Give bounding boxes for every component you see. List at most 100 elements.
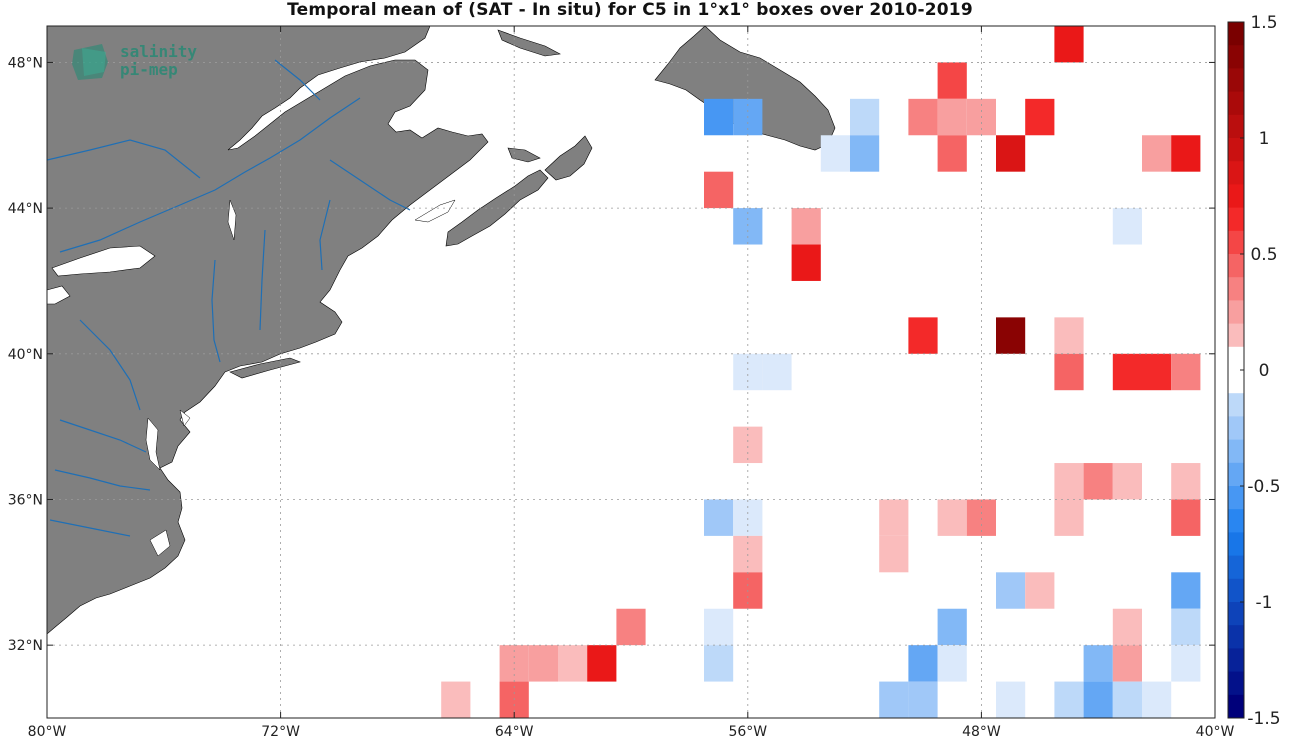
colorbar-tick-label: -0.5 — [1247, 477, 1280, 497]
heatmap-cell — [441, 681, 471, 718]
colorbar-segment — [1228, 207, 1244, 232]
heatmap-cell — [996, 317, 1026, 354]
heatmap-cell — [1025, 572, 1055, 609]
heatmap-cell — [908, 645, 938, 682]
colorbar-segment — [1228, 254, 1244, 278]
axes-frame — [46, 25, 1216, 719]
heatmap-cell — [733, 499, 763, 536]
heatmap-cell — [879, 535, 909, 573]
x-tick-label: 64°W — [495, 724, 534, 740]
river-james — [54, 469, 151, 491]
heatmap-cell — [733, 426, 763, 464]
heatmap-cell — [908, 317, 938, 354]
river-connecticut — [259, 229, 266, 331]
logo-mark-icon — [72, 44, 108, 80]
colorbar-segment — [1228, 509, 1244, 533]
heatmap-cell — [1142, 681, 1172, 718]
colorbar-segment — [1228, 625, 1244, 649]
bay-of-fundy — [414, 199, 456, 223]
lake-ontario — [51, 245, 156, 277]
map-title: Temporal mean of (SAT - In situ) for C5 … — [287, 0, 973, 20]
colorbar-segment — [1228, 91, 1244, 116]
colorbar-segment — [1228, 346, 1244, 371]
heatmap-cell — [1171, 645, 1201, 682]
colorbar-tick-label: 0.5 — [1250, 245, 1277, 265]
heatmap-cell — [879, 681, 909, 718]
colorbar-segment — [1228, 138, 1244, 162]
pamlico-sound — [149, 529, 171, 557]
heatmap-cell — [1112, 608, 1142, 646]
colorbar-segment — [1228, 230, 1244, 255]
heatmap-cell — [1171, 608, 1201, 646]
heatmap-cell — [762, 353, 792, 391]
x-tick-label: 72°W — [261, 724, 300, 740]
y-tick-label: 48°N — [8, 55, 43, 71]
heatmap-cell — [937, 98, 967, 136]
heatmap-cell — [528, 645, 558, 682]
lake-erie-fragment — [47, 285, 71, 305]
colorbar-segment — [1228, 555, 1244, 580]
heatmap-cell — [733, 208, 763, 245]
colorbar-segment — [1228, 45, 1244, 69]
river-layer — [47, 59, 411, 537]
land-cape-breton — [544, 135, 593, 181]
heatmap-cell — [937, 62, 967, 99]
colorbar-segment — [1228, 578, 1244, 603]
river-saguenay — [274, 59, 321, 101]
heatmap-cell — [1083, 463, 1113, 500]
colorbar-segment — [1228, 277, 1244, 301]
y-tick-label: 44°N — [8, 201, 43, 217]
heatmap-cell — [850, 135, 880, 172]
heatmap-cell — [587, 645, 617, 682]
x-tick-label: 40°W — [1196, 724, 1235, 740]
heatmap-cell — [1171, 572, 1201, 609]
heatmap-cell — [1142, 353, 1172, 391]
heatmap-cell — [1054, 463, 1084, 500]
colorbar-segment — [1228, 439, 1244, 464]
heatmap-cell — [1142, 135, 1172, 172]
heatmap-cell — [879, 499, 909, 536]
colorbar-segment — [1228, 486, 1244, 510]
heatmap-cell — [908, 681, 938, 718]
colorbar-segment — [1228, 602, 1244, 626]
colorbar-segment — [1228, 370, 1244, 394]
heatmap-cell — [1054, 317, 1084, 354]
y-tick-label: 40°N — [8, 347, 43, 363]
heatmap-cell — [1112, 353, 1142, 391]
heatmap-cell — [1171, 353, 1201, 391]
heatmap-cells — [441, 26, 1201, 718]
river-potomac — [59, 419, 147, 453]
chesapeake-bay — [145, 417, 161, 471]
heatmap-cell — [1112, 463, 1142, 500]
heatmap-cell — [558, 645, 588, 682]
heatmap-cell — [1112, 208, 1142, 245]
colorbar-segment — [1228, 671, 1244, 696]
heatmap-cell — [1083, 681, 1113, 718]
heatmap-cell — [820, 135, 850, 172]
colorbar-segment — [1228, 161, 1244, 185]
heatmap-cell — [1171, 463, 1201, 500]
heatmap-cell — [1054, 353, 1084, 391]
heatmap-cell — [1112, 681, 1142, 718]
colorbar: 1.5 1 0.5 0 -0.5 -1 -1.5 — [1227, 13, 1281, 729]
heatmap-cell — [996, 681, 1026, 718]
river-susquehanna — [79, 319, 141, 411]
land-north-america — [47, 26, 489, 635]
heatmap-cell — [908, 98, 938, 136]
logo-line-2: pi-mep — [120, 60, 178, 79]
land-anticosti — [497, 29, 561, 57]
colorbar-tick-label: -1 — [1256, 593, 1273, 613]
heatmap-cell — [791, 208, 821, 245]
salinity-pi-mep-logo: salinity pi-mep — [72, 42, 212, 86]
colorbar-segment — [1228, 323, 1244, 348]
colorbar-tick-label: 0 — [1259, 361, 1270, 381]
heatmap-cell — [791, 244, 821, 281]
colorbar-segment — [1228, 416, 1244, 441]
graticule — [47, 26, 1215, 718]
heatmap-cell — [1083, 645, 1113, 682]
axis-ticks: 80°W 72°W 64°W 56°W 48°W 40°W 32°N 36°N 40°N 44°N… — [8, 26, 1235, 740]
river-st-lawrence — [59, 97, 361, 253]
lake-champlain — [227, 199, 237, 241]
heatmap-cell — [1171, 499, 1201, 536]
